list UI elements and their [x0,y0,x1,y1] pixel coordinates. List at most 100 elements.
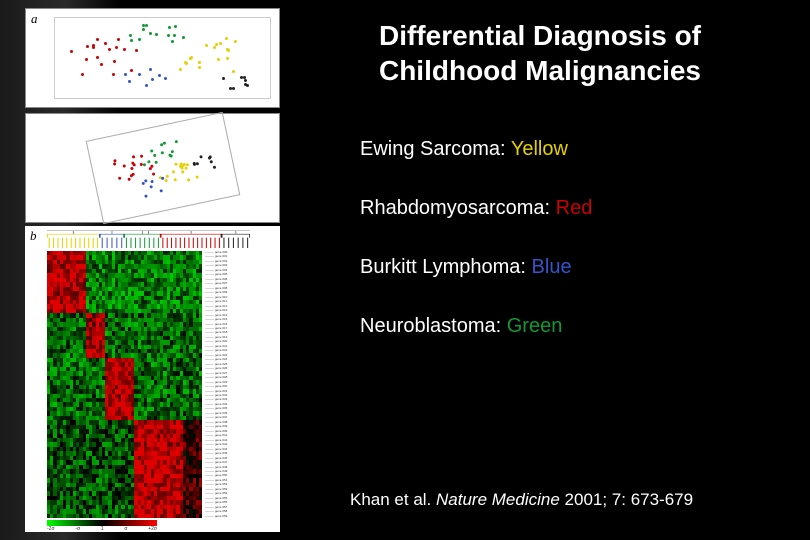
scatter-point [179,68,182,71]
scatter-point [113,60,116,63]
heatmap-panel-b: b ——— gene 000——— gene 001——— gene 002——… [25,226,280,532]
gene-label: ——— gene 045 [205,452,277,455]
gene-label: ——— gene 005 [205,273,277,276]
legend-label: Rhabdomyosarcoma: [360,197,556,219]
scatter-point [222,77,225,80]
citation: Khan et al. Nature Medicine 2001; 7: 673… [300,490,780,520]
scatter-point [168,26,171,29]
title-line-1: Differential Diagnosis of [379,20,701,51]
legend-label: Ewing Sarcoma: [360,138,511,160]
scatter-point [160,176,164,180]
legend-color-name: Yellow [511,138,568,160]
scatter-point [162,141,166,145]
gene-label: ——— gene 011 [205,300,277,303]
scatter-point [123,48,126,51]
scatter-point [104,42,107,45]
colorbar-tick: -σ [75,526,80,532]
scatter-point [198,61,201,64]
title-line-2: Childhood Malignancies [379,55,701,86]
scatter-point [155,33,158,36]
heatmap [47,251,202,518]
scatter-point [243,76,246,79]
heatmap-row [47,514,202,518]
scatter-point [244,79,247,82]
scatter-point [150,164,154,168]
scatter-point [149,185,153,189]
scatter-point [142,163,146,167]
scatter-point [145,84,148,87]
scatter-point [142,28,145,31]
scatter-point [167,34,170,37]
gene-label: ——— gene 026 [205,367,277,370]
scatter-point [158,74,161,77]
scatter-point [232,87,235,90]
scatter-point [234,40,237,43]
gene-label: ——— gene 003 [205,264,277,267]
colorbar-tick: σ [124,526,127,532]
scatter-point [232,70,235,73]
scatter-point [212,165,216,169]
scatter-point [171,40,174,43]
rotated-frame [85,112,240,224]
scatter-point [165,175,169,179]
scatter-point [174,140,178,144]
panel-label-b: b [30,228,37,244]
scatter-point [138,38,141,41]
scatter-point [189,57,192,60]
scatter-point [215,43,218,46]
scatter-point [160,151,164,155]
scatter-point [187,178,191,182]
colorbar-tick: +2σ [148,526,157,532]
scatter-box-a2 [54,122,271,214]
scatter-point [141,182,145,186]
panel-label-a: a [31,11,38,27]
citation-authors: Khan et al. [350,490,431,509]
colorbar-tick: -2σ [47,526,55,532]
gene-label: ——— gene 030 [205,385,277,388]
scatter-point [96,56,99,59]
legend-label: Burkitt Lymphoma: [360,256,532,278]
scatter-point [132,155,136,159]
scatter-point [217,58,220,61]
scatter-point [198,66,201,69]
legend-color-name: Green [507,315,563,337]
text-panel: Differential Diagnosis of Childhood Mali… [290,0,810,540]
scatter-point [118,177,122,181]
scatter-point [149,32,152,35]
gene-label: ——— gene 058 [205,510,277,513]
scatter-panel-a: a [25,8,280,108]
gene-label: ——— gene 007 [205,282,277,285]
legend-color-name: Blue [532,256,572,278]
legend-item: Neuroblastoma: Green [360,315,780,338]
colorbar-tick: 1 [101,526,104,532]
scatter-point [219,42,222,45]
scatter-point [209,160,213,164]
scatter-point [139,154,143,158]
scatter-point [147,160,151,164]
gene-label: ——— gene 035 [205,407,277,410]
gene-label: ——— gene 018 [205,331,277,334]
scatter-box-a [54,17,271,99]
scatter-point [170,150,174,154]
legend-list: Ewing Sarcoma: Yellow Rhabdomyosarcoma: R… [300,138,780,374]
scatter-point [81,73,84,76]
scatter-point [174,25,177,28]
gene-label: ——— gene 052 [205,483,277,486]
colorbar: -2σ -σ 1 σ +2σ [47,520,157,530]
scatter-point [246,84,249,87]
scatter-point [168,154,172,158]
gene-label: ——— gene 041 [205,434,277,437]
scatter-point [100,63,103,66]
scatter-point [108,48,111,51]
scatter-point [151,78,154,81]
legend-color-name: Red [556,197,593,219]
scatter-point [174,163,178,167]
scatter-point [195,175,199,179]
scatter-point [128,80,131,83]
gene-label: ——— gene 054 [205,492,277,495]
scatter-point [181,170,185,174]
scatter-point [130,161,134,165]
scatter-point [227,49,230,52]
gene-label: ——— gene 009 [205,291,277,294]
gene-label: ——— gene 028 [205,376,277,379]
